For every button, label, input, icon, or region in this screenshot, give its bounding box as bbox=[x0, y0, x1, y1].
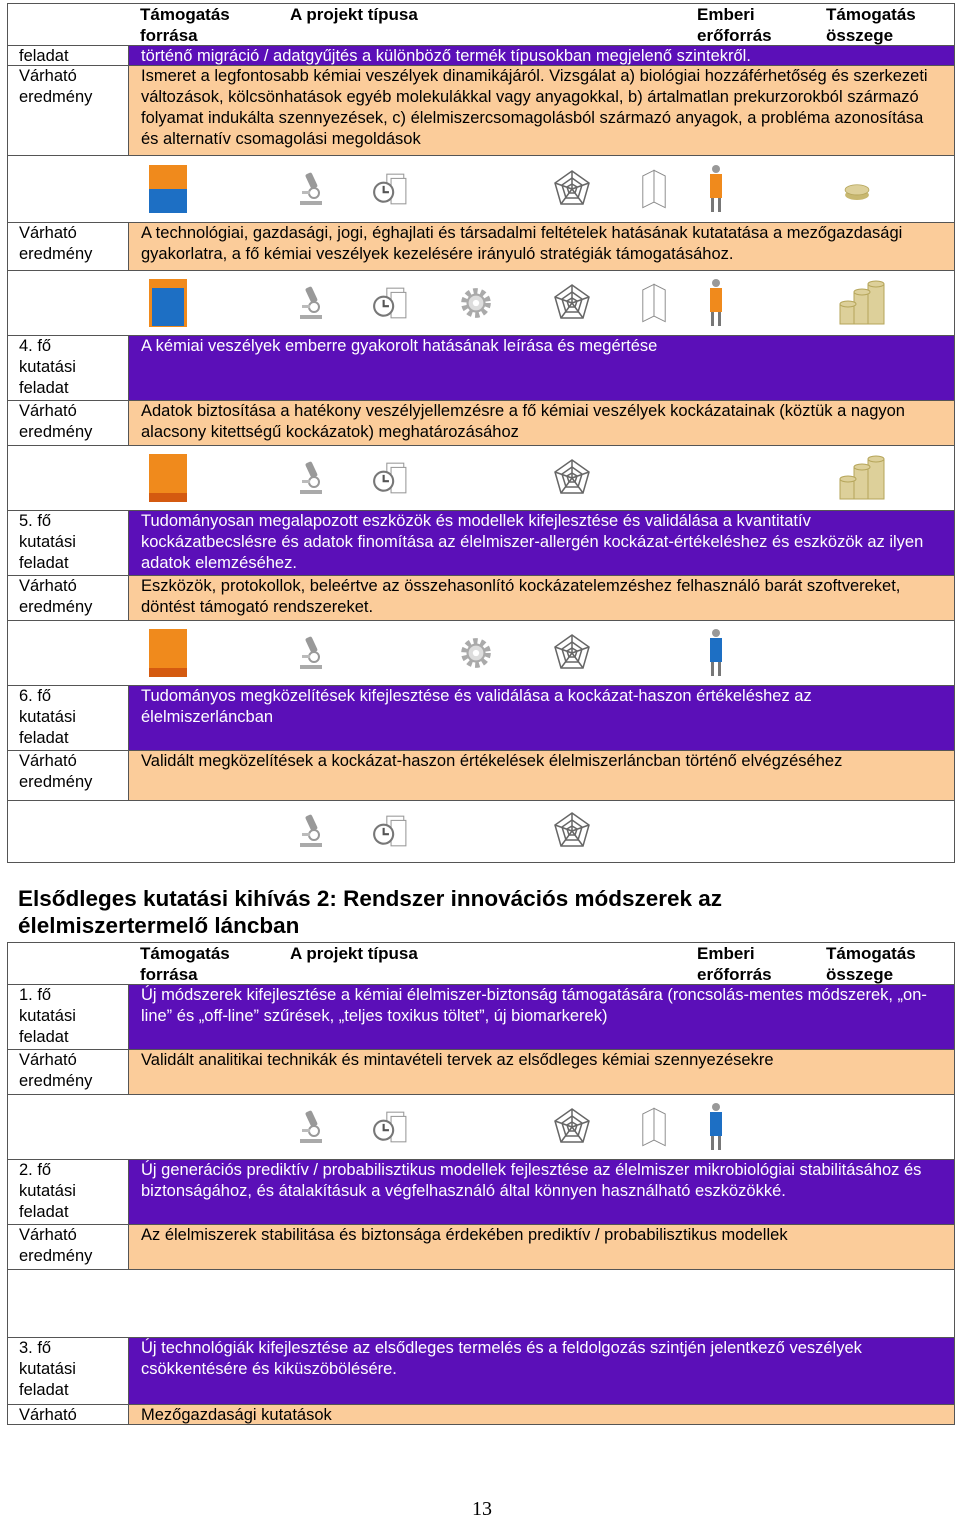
row-label: Várható bbox=[7, 1404, 129, 1425]
label-text: Várható bbox=[19, 1406, 77, 1424]
icon bbox=[299, 170, 323, 206]
label-text: 3. fő kutatási feladat bbox=[19, 1339, 76, 1399]
icon bbox=[710, 628, 722, 676]
row-label: Várható eredmény bbox=[7, 750, 129, 801]
icon bbox=[554, 1107, 590, 1143]
row-label: feladat bbox=[7, 45, 129, 66]
row-label: Várható eredmény bbox=[7, 1224, 129, 1270]
icon bbox=[299, 813, 323, 848]
icon bbox=[299, 459, 323, 495]
icon bbox=[373, 172, 407, 205]
row-label: 3. fő kutatási feladat bbox=[7, 1337, 129, 1405]
icon bbox=[554, 812, 590, 847]
row-text: Adatok biztosítása a hatékony veszélyjel… bbox=[128, 400, 955, 446]
icon bbox=[839, 280, 885, 324]
label-text: feladat bbox=[19, 47, 69, 65]
icon bbox=[710, 278, 722, 326]
label-text: Várható eredmény bbox=[19, 577, 93, 616]
label-text: Várható eredmény bbox=[19, 402, 93, 441]
header-cell: Emberi erőforrás bbox=[697, 5, 772, 45]
icon bbox=[149, 164, 187, 213]
icon bbox=[149, 453, 187, 502]
row-text: Az élelmiszerek stabilitása és biztonság… bbox=[128, 1224, 955, 1270]
section-heading: Elsődleges kutatási kihívás 2: Rendszer … bbox=[18, 886, 723, 938]
label-text: 4. fő kutatási feladat bbox=[19, 337, 76, 397]
row-label: Várható eredmény bbox=[7, 222, 129, 271]
label-text: Várható eredmény bbox=[19, 67, 93, 106]
label-text: Várható eredmény bbox=[19, 224, 93, 263]
icon bbox=[373, 286, 407, 319]
label-text: Várható eredmény bbox=[19, 752, 93, 791]
row-label: 2. fő kutatási feladat bbox=[7, 1159, 129, 1225]
row-text: Eszközök, protokollok, beleértve az össz… bbox=[128, 575, 955, 621]
icon bbox=[642, 283, 666, 322]
icon bbox=[839, 455, 885, 499]
icon bbox=[149, 628, 187, 677]
header-cell: Támogatás összege bbox=[826, 944, 916, 984]
header-cell: Emberi erőforrás bbox=[697, 944, 772, 984]
label-text: 6. fő kutatási feladat bbox=[19, 687, 76, 747]
row-text: Validált megközelítések a kockázat-haszo… bbox=[128, 750, 955, 801]
icon-row bbox=[7, 1269, 955, 1338]
icon bbox=[554, 169, 590, 205]
label-text: Várható eredmény bbox=[19, 1051, 93, 1090]
label-text: Várható eredmény bbox=[19, 1226, 93, 1265]
row-text: A kémiai veszélyek emberre gyakorolt hat… bbox=[128, 335, 955, 401]
row-text: Ismeret a legfontosabb kémiai veszélyek … bbox=[128, 65, 955, 156]
icon bbox=[642, 1107, 666, 1146]
row-text: Tudományos megközelítések kifejlesztése … bbox=[128, 685, 955, 751]
row-text: történő migráció / adatgyűjtés a különbö… bbox=[128, 45, 955, 66]
icon bbox=[373, 815, 407, 847]
row-label: Várható eredmény bbox=[7, 400, 129, 446]
icon bbox=[710, 164, 722, 212]
icon bbox=[373, 461, 407, 494]
icon bbox=[373, 1110, 407, 1143]
icon bbox=[458, 285, 494, 321]
icon bbox=[642, 169, 666, 208]
header-cell: A projekt típusa bbox=[290, 944, 418, 963]
icon bbox=[299, 634, 323, 670]
icon bbox=[458, 635, 494, 671]
row-text: Tudományosan megalapozott eszközök és mo… bbox=[128, 510, 955, 576]
header-cell: Támogatás forrása bbox=[140, 5, 230, 45]
icon bbox=[554, 458, 590, 494]
row-text: Új generációs prediktív / probabilisztik… bbox=[128, 1159, 955, 1225]
header-cell: A projekt típusa bbox=[290, 5, 418, 24]
icon bbox=[299, 1108, 323, 1144]
header-cell: Támogatás forrása bbox=[140, 944, 230, 984]
row-text: Mezőgazdasági kutatások bbox=[128, 1404, 955, 1425]
page-number: 13 bbox=[472, 1498, 492, 1520]
icon bbox=[299, 284, 323, 320]
label-text: 2. fő kutatási feladat bbox=[19, 1161, 76, 1221]
row-text: Új technológiák kifejlesztése az elsődle… bbox=[128, 1337, 955, 1405]
row-text: Validált analitikai technikák és mintavé… bbox=[128, 1049, 955, 1095]
icon bbox=[554, 283, 590, 319]
row-label: Várható eredmény bbox=[7, 575, 129, 621]
row-text: A technológiai, gazdasági, jogi, éghajla… bbox=[128, 222, 955, 271]
row-text: Új módszerek kifejlesztése a kémiai élel… bbox=[128, 984, 955, 1050]
icon-row bbox=[7, 800, 955, 863]
row-label: Várható eredmény bbox=[7, 1049, 129, 1095]
icon-row bbox=[7, 1094, 955, 1160]
row-label: 5. fő kutatási feladat bbox=[7, 510, 129, 576]
icon bbox=[149, 278, 187, 327]
row-label: 4. fő kutatási feladat bbox=[7, 335, 129, 401]
icon bbox=[710, 1102, 722, 1150]
row-label: Várható eredmény bbox=[7, 65, 129, 156]
row-label: 1. fő kutatási feladat bbox=[7, 984, 129, 1050]
icon bbox=[844, 183, 870, 200]
header-cell: Támogatás összege bbox=[826, 5, 916, 45]
icon bbox=[554, 633, 590, 669]
label-text: 5. fő kutatási feladat bbox=[19, 512, 76, 572]
label-text: 1. fő kutatási feladat bbox=[19, 986, 76, 1046]
row-label: 6. fő kutatási feladat bbox=[7, 685, 129, 751]
